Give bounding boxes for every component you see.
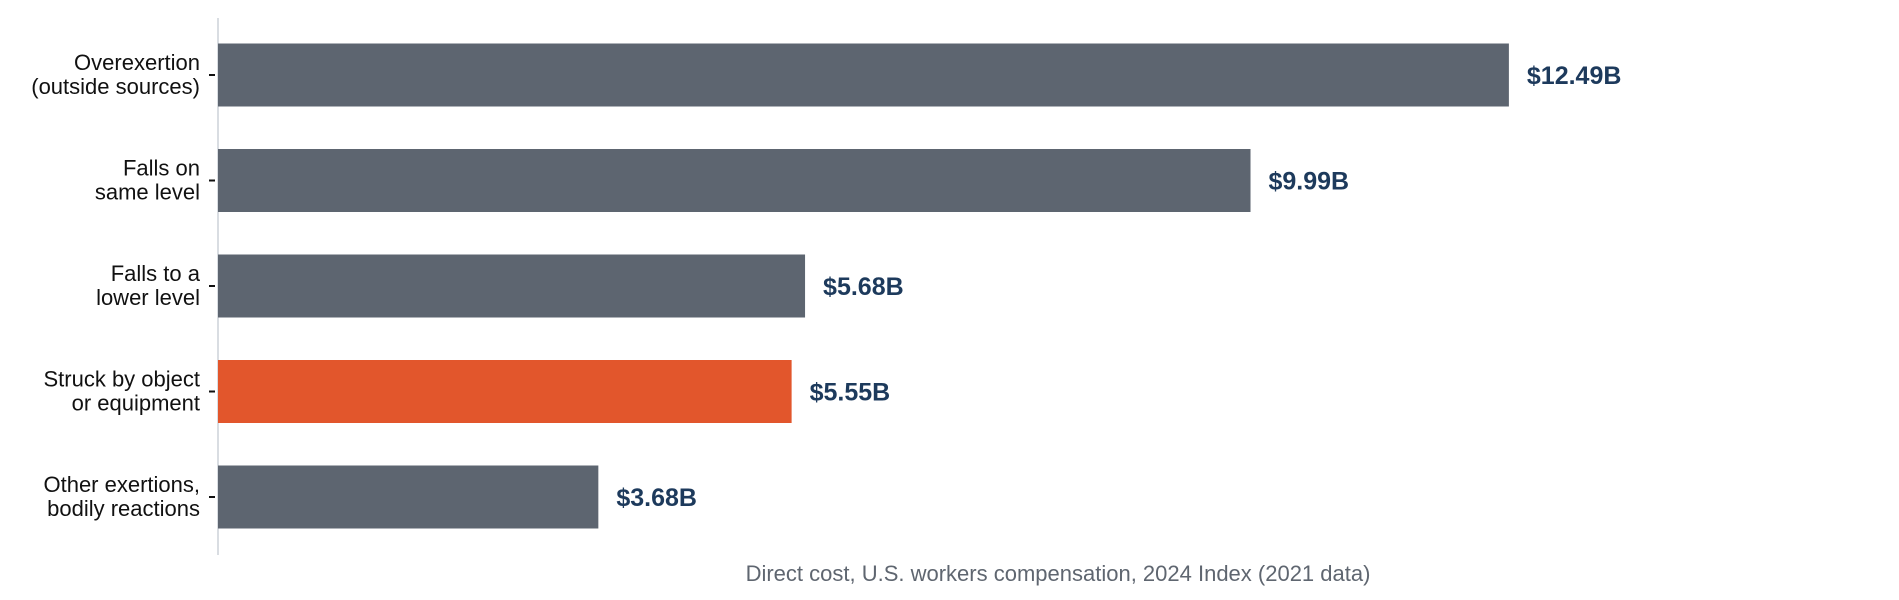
bar-3 (218, 360, 792, 423)
category-label-0-line-1: (outside sources) (31, 74, 200, 99)
category-label-4-line-1: bodily reactions (47, 496, 200, 521)
value-label-0: $12.49B (1527, 62, 1622, 90)
category-label-0-line-0: Overexertion (74, 50, 200, 75)
category-label-3-line-1: or equipment (72, 391, 200, 416)
bar-1 (218, 149, 1251, 212)
category-label-1-line-0: Falls on (123, 156, 200, 181)
value-label-3: $5.55B (810, 379, 891, 407)
bar-4 (218, 465, 599, 529)
bar-2 (218, 254, 806, 318)
category-label-2-line-0: Falls to a (111, 261, 201, 286)
bars-layer (218, 43, 1509, 529)
category-label-2-line-1: lower level (96, 285, 200, 310)
x-axis-title: Direct cost, U.S. workers compensation, … (746, 561, 1371, 586)
value-label-1: $9.99B (1269, 168, 1350, 196)
value-label-2: $5.68B (823, 273, 904, 301)
category-label-1-line-1: same level (95, 180, 200, 205)
bar-0 (218, 43, 1509, 107)
value-label-4: $3.68B (616, 484, 697, 512)
category-label-4-line-0: Other exertions, (43, 472, 200, 497)
category-label-3-line-0: Struck by object (43, 367, 200, 392)
labels-layer: Overexertion(outside sources) $12.49B Fall… (31, 50, 1621, 521)
